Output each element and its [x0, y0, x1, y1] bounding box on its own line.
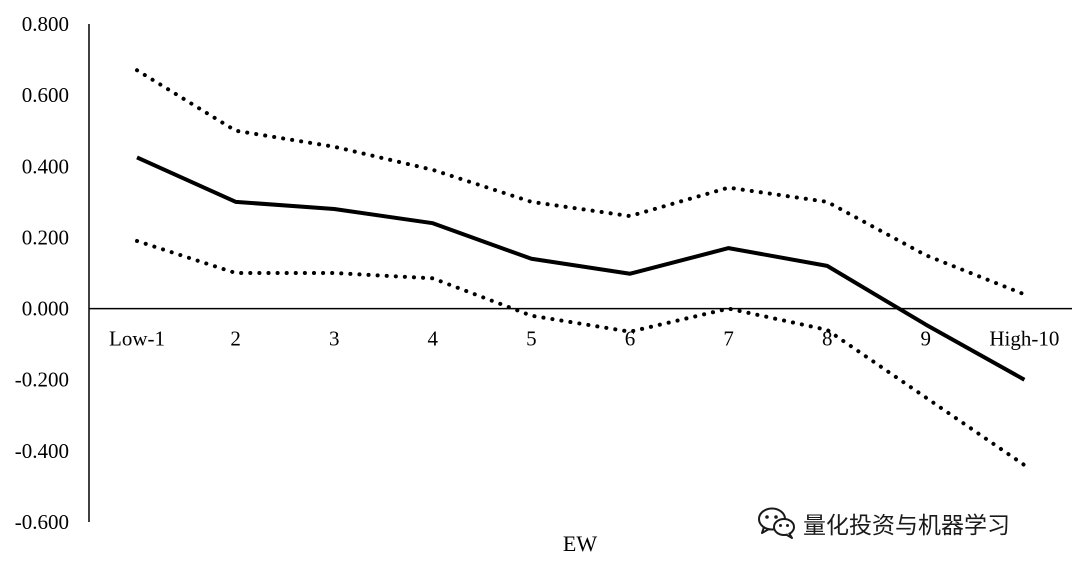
series-line-dotted-1	[135, 68, 1027, 297]
x-tick-label: 2	[230, 327, 241, 351]
x-tick-label: 9	[921, 327, 932, 351]
wechat-icon	[758, 507, 795, 539]
x-axis-label: EW	[563, 531, 597, 556]
watermark-text: 量化投资与机器学习	[803, 513, 1010, 539]
watermark: 量化投资与机器学习	[757, 503, 1010, 543]
y-axis: 0.800 0.600 0.400 0.200 0.000 -0.200 -0.400 -0.…	[15, 12, 90, 534]
y-tick-label: -0.600	[15, 510, 69, 534]
y-tick-label: 0.600	[22, 83, 69, 107]
x-tick-labels: Low-1 2 3 4 5 6 7 8 9 High-10	[109, 327, 1059, 351]
x-tick-label: 3	[329, 327, 340, 351]
x-tick-label: 8	[822, 327, 833, 351]
series-line-dotted-2	[135, 238, 1027, 468]
y-tick-label: -0.200	[15, 368, 69, 392]
x-tick-label: 6	[625, 327, 636, 351]
x-tick-label: Low-1	[109, 327, 165, 351]
x-tick-label: 4	[428, 327, 439, 351]
x-tick-label: 5	[526, 327, 537, 351]
x-tick-label: High-10	[989, 327, 1059, 351]
y-tick-label: 0.800	[22, 12, 69, 36]
y-tick-label: 0.400	[22, 154, 69, 178]
x-tick-label: 7	[723, 327, 734, 351]
y-tick-label: -0.400	[15, 439, 69, 463]
series-lines	[135, 68, 1027, 468]
y-tick-label: 0.000	[22, 297, 69, 321]
y-tick-label: 0.200	[22, 225, 69, 249]
series-line-solid-0	[136, 155, 1026, 382]
